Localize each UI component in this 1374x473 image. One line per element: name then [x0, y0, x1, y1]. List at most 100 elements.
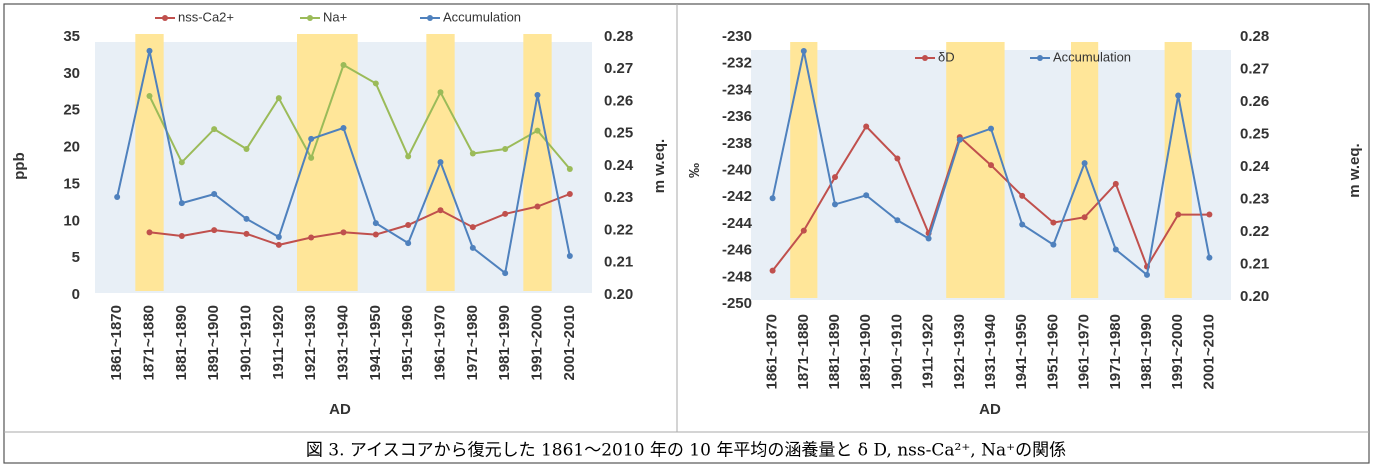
- highlight-band: [135, 34, 164, 291]
- data-point: [1112, 246, 1119, 253]
- data-point: [146, 229, 153, 236]
- legend-marker: [427, 15, 433, 21]
- data-point: [178, 159, 185, 166]
- y2-tick-label: 0.23: [604, 189, 633, 206]
- x-tick-label: 1961~1970: [431, 305, 448, 381]
- y-tick-label: -240: [722, 161, 752, 178]
- y2-tick-label: 0.28: [604, 28, 633, 45]
- x-tick-label: 2001~2010: [1200, 314, 1217, 390]
- y-tick-label: 25: [63, 102, 80, 119]
- data-point: [275, 95, 282, 102]
- data-point: [146, 47, 153, 54]
- x-tick-label: 1981~1990: [1138, 314, 1155, 390]
- x-tick-label: 1941~1950: [1013, 314, 1030, 390]
- x-tick-label: 1931~1940: [982, 314, 999, 390]
- y2-tick-label: 0.25: [604, 125, 633, 142]
- data-point: [988, 125, 994, 132]
- data-point: [146, 92, 153, 99]
- x-tick-label: 1861~1870: [108, 305, 125, 381]
- y-tick-label: 35: [63, 28, 80, 45]
- data-point: [437, 159, 444, 166]
- data-point: [211, 126, 218, 133]
- y-tick-label: -238: [722, 135, 752, 152]
- legend-label: Accumulation: [443, 9, 521, 24]
- x-tick-label: 1951~1960: [1044, 314, 1061, 390]
- data-point: [1175, 92, 1182, 99]
- data-point: [243, 230, 250, 237]
- x-axis-title: AD: [329, 401, 351, 418]
- x-tick-label: 1921~1930: [302, 305, 319, 381]
- x-tick-label: 1971~1980: [1107, 314, 1124, 390]
- data-point: [566, 252, 573, 259]
- data-point: [1144, 271, 1150, 278]
- data-point: [372, 231, 379, 238]
- data-point: [832, 201, 838, 208]
- data-point: [1050, 241, 1057, 248]
- data-point: [178, 233, 185, 240]
- x-tick-label: 1921~1930: [951, 314, 968, 390]
- data-point: [340, 124, 347, 131]
- x-tick-label: 1891~1900: [857, 314, 874, 390]
- highlight-band: [523, 34, 552, 291]
- legend-label: δD: [938, 49, 955, 64]
- data-point: [275, 233, 282, 240]
- data-point: [308, 154, 315, 161]
- data-point: [769, 267, 776, 274]
- y-tick-label: -242: [722, 188, 752, 205]
- data-point: [502, 210, 509, 217]
- x-tick-label: 1981~1990: [496, 305, 513, 381]
- y2-axis-title: m w.eq.: [651, 139, 668, 193]
- data-point: [405, 221, 412, 228]
- data-point: [800, 47, 807, 54]
- legend-label: Accumulation: [1053, 49, 1131, 64]
- y2-tick-label: 0.22: [604, 221, 633, 238]
- y2-tick-label: 0.26: [1240, 93, 1269, 110]
- y2-tick-label: 0.22: [1240, 223, 1269, 240]
- legend-label: Na+: [323, 9, 347, 24]
- data-point: [534, 92, 541, 99]
- data-point: [211, 191, 218, 198]
- y-tick-label: -244: [722, 215, 753, 232]
- x-tick-label: 1931~1940: [334, 305, 351, 381]
- x-tick-label: 1941~1950: [367, 305, 384, 381]
- data-point: [769, 195, 776, 202]
- data-point: [243, 215, 250, 222]
- x-tick-label: 1901~1910: [237, 305, 254, 381]
- x-tick-label: 1911~1920: [920, 314, 937, 389]
- data-point: [566, 165, 573, 172]
- data-point: [372, 220, 379, 227]
- data-point: [469, 244, 476, 251]
- x-tick-label: 1951~1960: [399, 305, 416, 381]
- data-point: [956, 136, 963, 143]
- x-axis-title: AD: [979, 401, 1001, 418]
- data-point: [988, 162, 994, 169]
- data-point: [340, 62, 347, 69]
- data-point: [211, 227, 218, 234]
- y-tick-label: 5: [72, 249, 80, 266]
- y-tick-label: 15: [63, 175, 80, 192]
- y-tick-label: 20: [63, 139, 80, 156]
- series-line: [149, 193, 571, 246]
- data-point: [800, 227, 807, 234]
- data-point: [178, 200, 185, 207]
- data-point: [340, 229, 347, 236]
- legend-marker: [162, 15, 168, 21]
- y-axis-title: ppb: [11, 152, 28, 180]
- y2-tick-label: 0.28: [1240, 28, 1269, 45]
- y2-tick-label: 0.20: [604, 286, 633, 303]
- y-tick-label: -230: [722, 28, 752, 45]
- data-point: [1206, 254, 1213, 261]
- y-tick-label: 10: [63, 212, 80, 229]
- x-tick-label: 1861~1870: [764, 314, 781, 390]
- data-point: [894, 217, 901, 224]
- data-point: [1050, 219, 1057, 226]
- data-point: [437, 89, 444, 96]
- data-point: [308, 135, 315, 142]
- data-point: [114, 193, 121, 200]
- y-tick-label: -248: [722, 268, 752, 285]
- y-tick-label: -236: [722, 108, 752, 125]
- y2-tick-label: 0.27: [1240, 60, 1269, 77]
- series-line: [148, 63, 571, 170]
- y2-tick-label: 0.21: [604, 254, 633, 271]
- y-axis-title: ‰: [686, 163, 703, 178]
